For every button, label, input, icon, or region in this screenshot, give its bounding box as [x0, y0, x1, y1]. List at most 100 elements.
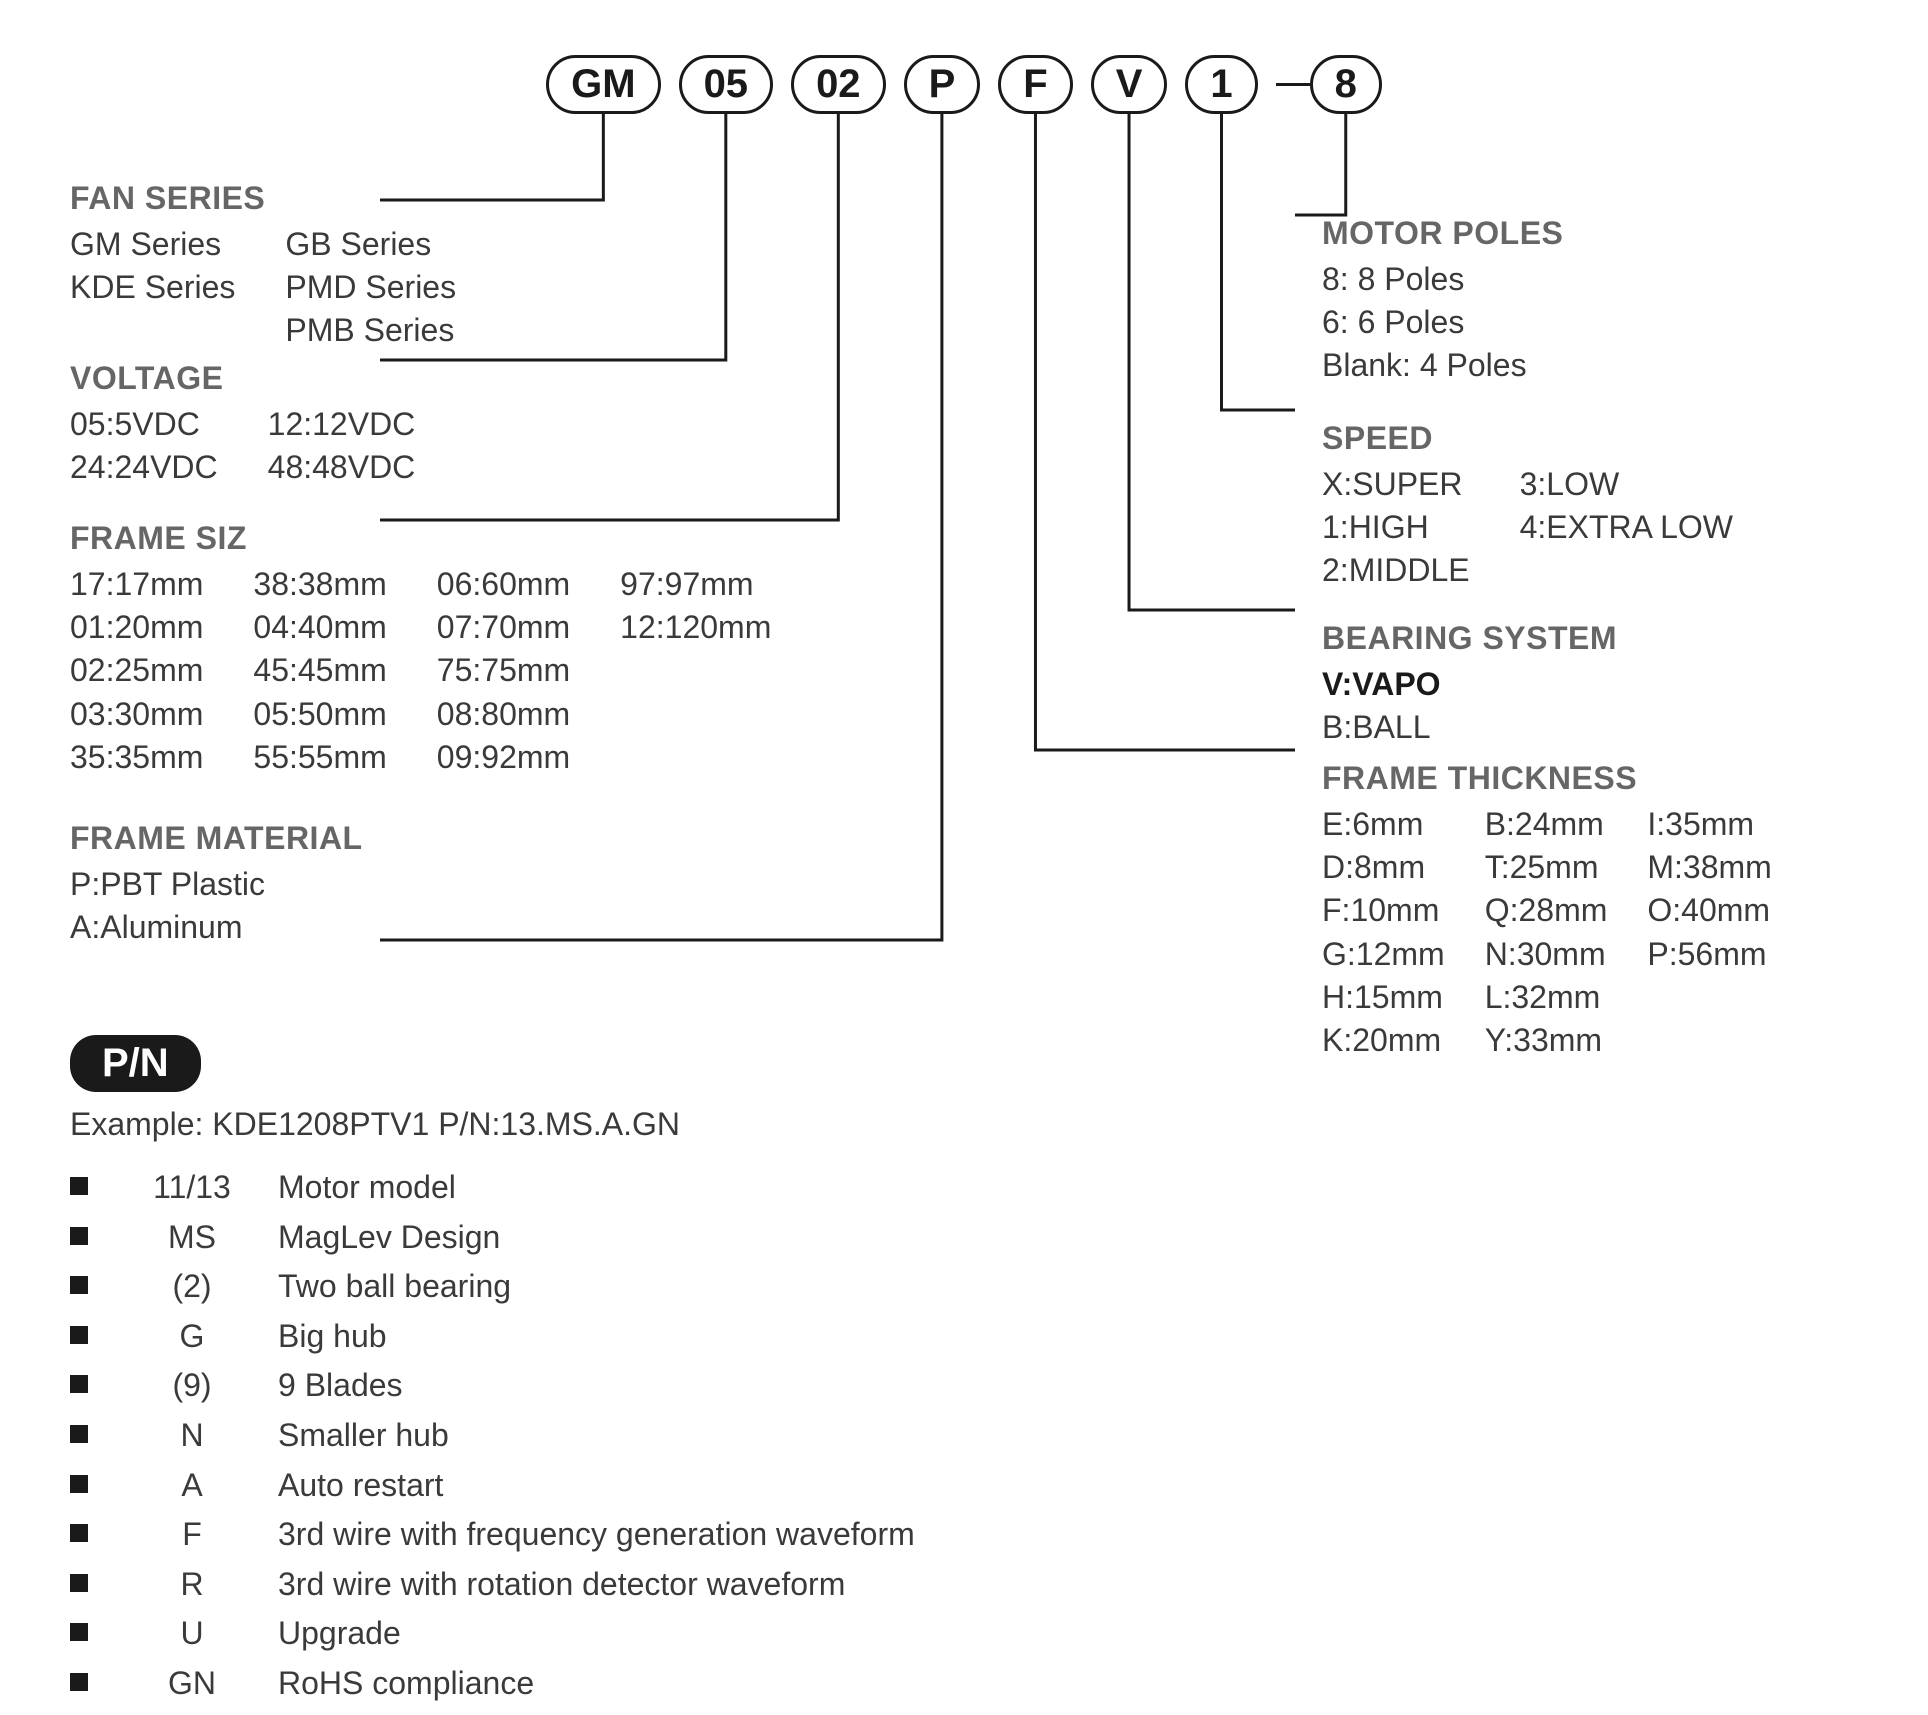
value: V:VAPO [1322, 663, 1617, 706]
value: I:35mm [1647, 803, 1771, 846]
bullet-square-icon [70, 1425, 88, 1443]
section-title: VOLTAGE [70, 360, 415, 397]
value: 8: 8 Poles [1322, 258, 1563, 301]
bullet-square-icon [70, 1673, 88, 1691]
value: 01:20mm [70, 606, 203, 649]
value: 12:12VDC [268, 403, 416, 446]
value: O:40mm [1647, 889, 1771, 932]
pn-code: A [122, 1461, 262, 1511]
section-title: MOTOR POLES [1322, 215, 1563, 252]
value: X:SUPER [1322, 463, 1470, 506]
value: PMD Series [285, 266, 456, 309]
section-speed: SPEED X:SUPER 1:HIGH 2:MIDDLE 3:LOW 4:EX… [1322, 420, 1733, 593]
value: F:10mm [1322, 889, 1445, 932]
value: 75:75mm [437, 649, 570, 692]
pn-row: R3rd wire with rotation detector wavefor… [70, 1560, 915, 1610]
pn-desc: Smaller hub [278, 1411, 449, 1461]
code-pill-3: P [904, 55, 981, 114]
section-title: FRAME THICKNESS [1322, 760, 1772, 797]
section-title: FRAME SIZ [70, 520, 771, 557]
pn-row: U Upgrade [70, 1609, 915, 1659]
value: 12:120mm [620, 606, 771, 649]
code-pill-0: GM [546, 55, 660, 114]
value: Y:33mm [1485, 1019, 1608, 1062]
value: 05:50mm [253, 693, 386, 736]
pn-desc: Motor model [278, 1163, 456, 1213]
section-fan-series: FAN SERIES GM Series KDE Series GB Serie… [70, 180, 456, 353]
value: 06:60mm [437, 563, 570, 606]
section-frame-material: FRAME MATERIAL P:PBT Plastic A:Aluminum [70, 820, 363, 949]
value: Blank: 4 Poles [1322, 344, 1563, 387]
bullet-square-icon [70, 1276, 88, 1294]
pn-row: MS MagLev Design [70, 1213, 915, 1263]
section-frame-size: FRAME SIZ 17:17mm 01:20mm 02:25mm 03:30m… [70, 520, 771, 779]
value: K:20mm [1322, 1019, 1445, 1062]
value: 2:MIDDLE [1322, 549, 1470, 592]
value: H:15mm [1322, 976, 1445, 1019]
value: 1:HIGH [1322, 506, 1470, 549]
section-motor-poles: MOTOR POLES 8: 8 Poles 6: 6 Poles Blank:… [1322, 215, 1563, 388]
value: M:38mm [1647, 846, 1771, 889]
section-voltage: VOLTAGE 05:5VDC 24:24VDC 12:12VDC 48:48V… [70, 360, 415, 489]
code-pill-6: 1 [1185, 55, 1257, 114]
value: D:8mm [1322, 846, 1445, 889]
pn-badge: P/N [70, 1035, 201, 1092]
pn-code: F [122, 1510, 262, 1560]
pn-code: U [122, 1609, 262, 1659]
pn-row: G Big hub [70, 1312, 915, 1362]
value: L:32mm [1485, 976, 1608, 1019]
pn-row: 11/13 Motor model [70, 1163, 915, 1213]
pn-desc: 3rd wire with frequency generation wavef… [278, 1510, 915, 1560]
pn-desc: RoHS compliance [278, 1659, 534, 1709]
section-title: FRAME MATERIAL [70, 820, 363, 857]
value: 55:55mm [253, 736, 386, 779]
bullet-square-icon [70, 1574, 88, 1592]
pn-table: 11/13 Motor model MS MagLev Design (2) Two ba… [70, 1163, 915, 1709]
value: PMB Series [285, 309, 456, 352]
pn-desc: MagLev Design [278, 1213, 500, 1263]
value: B:24mm [1485, 803, 1608, 846]
pn-row: GN RoHS compliance [70, 1659, 915, 1709]
value: 3:LOW [1520, 463, 1733, 506]
value: 6: 6 Poles [1322, 301, 1563, 344]
pn-row: (2) Two ball bearing [70, 1262, 915, 1312]
value: 09:92mm [437, 736, 570, 779]
code-pill-1: 05 [679, 55, 774, 114]
pn-desc: Two ball bearing [278, 1262, 511, 1312]
section-pn: P/N Example: KDE1208PTV1 P/N:13.MS.A.GN … [70, 1035, 915, 1709]
value: 48:48VDC [268, 446, 416, 489]
pn-code: 11/13 [122, 1163, 262, 1213]
value: P:56mm [1647, 933, 1771, 976]
value: 07:70mm [437, 606, 570, 649]
value: P:PBT Plastic [70, 863, 363, 906]
section-frame-thickness: FRAME THICKNESS E:6mm D:8mm F:10mm G:12m… [1322, 760, 1772, 1062]
value: B:BALL [1322, 706, 1617, 749]
code-pill-5: V [1091, 55, 1168, 114]
value: A:Aluminum [70, 906, 363, 949]
value: Q:28mm [1485, 889, 1608, 932]
pn-desc: Upgrade [278, 1609, 401, 1659]
pn-row: F 3rd wire with frequency generation wave… [70, 1510, 915, 1560]
value: KDE Series [70, 266, 235, 309]
value: 97:97mm [620, 563, 771, 606]
value: 35:35mm [70, 736, 203, 779]
value: G:12mm [1322, 933, 1445, 976]
pn-code: G [122, 1312, 262, 1362]
pn-code: N [122, 1411, 262, 1461]
pn-code: R [122, 1560, 262, 1610]
code-pill-4: F [998, 55, 1072, 114]
pn-row: (9)9 Blades [70, 1361, 915, 1411]
value: 04:40mm [253, 606, 386, 649]
pn-code: MS [122, 1213, 262, 1263]
bullet-square-icon [70, 1475, 88, 1493]
section-title: FAN SERIES [70, 180, 456, 217]
bullet-square-icon [70, 1177, 88, 1195]
bullet-square-icon [70, 1227, 88, 1245]
pn-code: (2) [122, 1262, 262, 1312]
pn-code: GN [122, 1659, 262, 1709]
dash-connector [1276, 83, 1310, 86]
pn-row: AAuto restart [70, 1461, 915, 1511]
pn-desc: Big hub [278, 1312, 387, 1362]
value: 38:38mm [253, 563, 386, 606]
pn-code: (9) [122, 1361, 262, 1411]
